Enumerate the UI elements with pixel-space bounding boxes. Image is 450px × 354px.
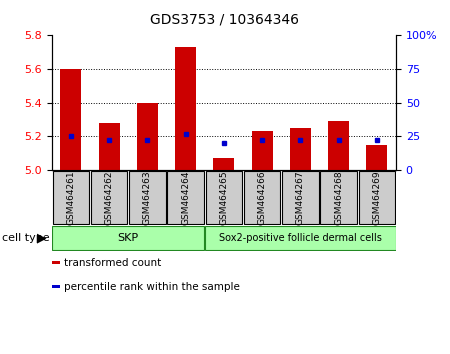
Bar bbox=[60, 69, 81, 170]
Bar bbox=[52, 262, 60, 264]
FancyBboxPatch shape bbox=[91, 171, 127, 224]
Text: GSM464266: GSM464266 bbox=[257, 170, 266, 225]
Text: GSM464269: GSM464269 bbox=[373, 170, 382, 225]
Text: cell type: cell type bbox=[2, 233, 50, 243]
Bar bbox=[137, 103, 158, 170]
FancyBboxPatch shape bbox=[359, 171, 395, 224]
Text: ▶: ▶ bbox=[37, 232, 46, 245]
Text: GSM464261: GSM464261 bbox=[67, 170, 76, 225]
Bar bbox=[99, 123, 120, 170]
Text: GSM464267: GSM464267 bbox=[296, 170, 305, 225]
Text: transformed count: transformed count bbox=[64, 258, 161, 268]
Text: SKP: SKP bbox=[118, 233, 139, 243]
Text: Sox2-positive follicle dermal cells: Sox2-positive follicle dermal cells bbox=[219, 233, 382, 243]
Text: GDS3753 / 10364346: GDS3753 / 10364346 bbox=[150, 12, 300, 27]
FancyBboxPatch shape bbox=[206, 171, 242, 224]
Bar bbox=[328, 121, 349, 170]
Bar bbox=[366, 145, 387, 170]
Text: GSM464262: GSM464262 bbox=[104, 170, 113, 224]
FancyBboxPatch shape bbox=[282, 171, 319, 224]
FancyBboxPatch shape bbox=[167, 171, 204, 224]
FancyBboxPatch shape bbox=[53, 171, 89, 224]
FancyBboxPatch shape bbox=[320, 171, 357, 224]
Text: percentile rank within the sample: percentile rank within the sample bbox=[64, 282, 240, 292]
Bar bbox=[175, 47, 196, 170]
Bar bbox=[290, 128, 311, 170]
Bar bbox=[252, 131, 273, 170]
Text: GSM464265: GSM464265 bbox=[220, 170, 228, 225]
Text: GSM464263: GSM464263 bbox=[143, 170, 152, 225]
Bar bbox=[213, 158, 234, 170]
FancyBboxPatch shape bbox=[205, 226, 396, 250]
FancyBboxPatch shape bbox=[129, 171, 166, 224]
FancyBboxPatch shape bbox=[244, 171, 280, 224]
FancyBboxPatch shape bbox=[52, 226, 204, 250]
Bar bbox=[52, 285, 60, 288]
Text: GSM464264: GSM464264 bbox=[181, 170, 190, 224]
Text: GSM464268: GSM464268 bbox=[334, 170, 343, 225]
